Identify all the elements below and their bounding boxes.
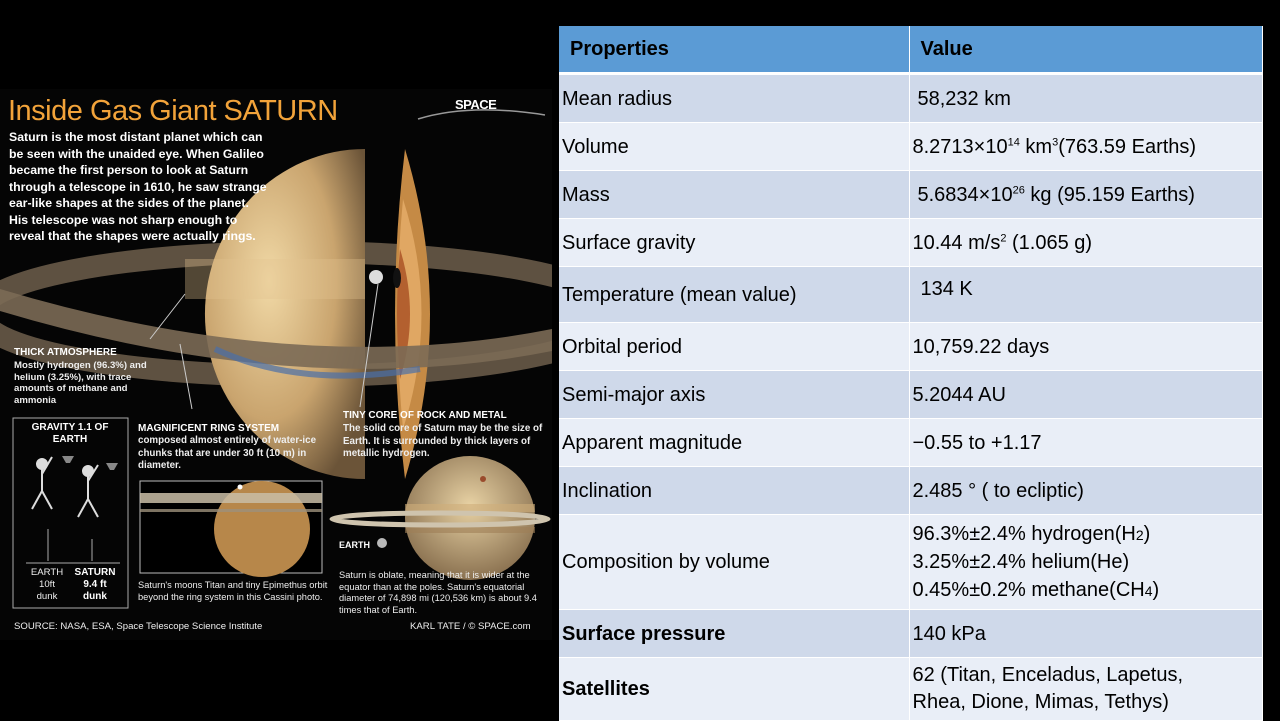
composition-value: 96.3%±2.4% hydrogen(H2) 3.25%±2.4% heliu…	[909, 514, 1263, 610]
table-row: Orbital period 10,759.22 days	[559, 322, 1263, 371]
satellites-line-2: Rhea, Dione, Mimas, Tethys)	[912, 691, 1169, 713]
table-row: Temperature (mean value) 134 K	[559, 266, 1263, 323]
infographic-intro: Saturn is the most distant planet which …	[9, 130, 267, 243]
surface-pressure-label: Surface pressure	[559, 609, 910, 658]
ring-text: composed almost entirely of water-ice ch…	[138, 435, 317, 471]
saturn-jumper-icon	[77, 464, 99, 518]
orbital-period-label: Orbital period	[559, 322, 910, 371]
satellites-label: Satellites	[559, 657, 910, 721]
surface-gravity-value: 10.44 m/s2 (1.065 g)	[909, 218, 1263, 267]
table-row: Composition by volume 96.3%±2.4% hydroge…	[559, 514, 1263, 610]
orbital-period-value: 10,759.22 days	[909, 322, 1263, 371]
composition-helium: 3.25%±2.4% helium(He)	[912, 551, 1130, 573]
temperature-label: Temperature (mean value)	[559, 266, 910, 323]
earth-small-label: EARTH	[339, 540, 370, 550]
composition-label: Composition by volume	[559, 514, 910, 610]
apparent-magnitude-label: Apparent magnitude	[559, 418, 910, 467]
table-row: Surface gravity 10.44 m/s2 (1.065 g)	[559, 218, 1263, 267]
header-value: Value	[909, 26, 1263, 75]
surface-pressure-value: 140 kPa	[909, 609, 1263, 658]
atmosphere-heading: THICK ATMOSPHERE	[14, 347, 117, 358]
saturn-dunk: 9.4 ft dunk	[83, 579, 107, 602]
table-row: Apparent magnitude −0.55 to +1.17	[559, 418, 1263, 467]
saturn-label: SATURN	[74, 567, 116, 578]
apparent-magnitude-value: −0.55 to +1.17	[909, 418, 1263, 467]
space-logo: SPACE	[455, 97, 497, 112]
saturn-properties-table: Properties Value Mean radius 58,232 km V…	[559, 26, 1263, 721]
core-heading: TINY CORE OF ROCK AND METAL	[343, 410, 507, 421]
volume-label: Volume	[559, 122, 910, 171]
table-row: Mass 5.6834×1026 kg (95.159 Earths)	[559, 170, 1263, 219]
mass-label: Mass	[559, 170, 910, 219]
ring-heading: MAGNIFICENT RING SYSTEM	[138, 423, 280, 434]
oblate-text: Saturn is oblate, meaning that it is wid…	[339, 570, 537, 615]
mean-radius-value: 58,232 km	[909, 73, 1263, 123]
semi-major-axis-value: 5.2044 AU	[909, 370, 1263, 419]
gravity-heading: GRAVITY 1.1 OF EARTH	[31, 422, 109, 445]
composition-methane: 0.45%±0.2% methane(CH4)	[912, 579, 1160, 601]
surface-gravity-label: Surface gravity	[559, 218, 910, 267]
volume-value: 8.2713×1014 km3(763.59 Earths)	[909, 122, 1263, 171]
mass-value: 5.6834×1026 kg (95.159 Earths)	[909, 170, 1263, 219]
saturn-infographic: Inside Gas Giant SATURN SPACE Saturn is …	[0, 89, 552, 640]
table-row: Volume 8.2713×1014 km3(763.59 Earths)	[559, 122, 1263, 171]
core-text: The solid core of Saturn may be the size…	[343, 423, 543, 459]
table-row: Inclination 2.485 ° ( to ecliptic)	[559, 466, 1263, 515]
satellites-value: 62 (Titan, Enceladus, Lapetus, Rhea, Dio…	[909, 657, 1263, 721]
satellites-line-1: 62 (Titan, Enceladus, Lapetus,	[912, 664, 1184, 686]
inclination-value: 2.485 ° ( to ecliptic)	[909, 466, 1263, 515]
earth-jumper-icon	[31, 456, 53, 510]
table-header-row: Properties Value	[559, 26, 1263, 75]
inclination-label: Inclination	[559, 466, 910, 515]
moons-caption: Saturn's moons Titan and tiny Epimethus …	[138, 580, 328, 602]
temperature-value: 134 K	[909, 266, 1263, 323]
saturn-illustration	[0, 109, 552, 609]
table-row: Mean radius 58,232 km	[559, 73, 1263, 123]
author-credit: KARL TATE / © SPACE.com	[410, 621, 531, 632]
semi-major-axis-label: Semi-major axis	[559, 370, 910, 419]
earth-label: EARTH	[30, 567, 64, 578]
source-credit: SOURCE: NASA, ESA, Space Telescope Scien…	[14, 621, 263, 632]
infographic-title: Inside Gas Giant SATURN	[8, 95, 338, 127]
composition-hydrogen: 96.3%±2.4% hydrogen(H2)	[912, 523, 1151, 545]
atmosphere-text: Mostly hydrogen (96.3%) and helium (3.25…	[14, 360, 147, 406]
mean-radius-label: Mean radius	[559, 73, 910, 123]
header-properties: Properties	[559, 26, 910, 75]
table-row: Surface pressure 140 kPa	[559, 609, 1263, 658]
table-row: Satellites 62 (Titan, Enceladus, Lapetus…	[559, 657, 1263, 721]
table-row: Semi-major axis 5.2044 AU	[559, 370, 1263, 419]
earth-dunk: 10ft dunk	[36, 579, 58, 602]
